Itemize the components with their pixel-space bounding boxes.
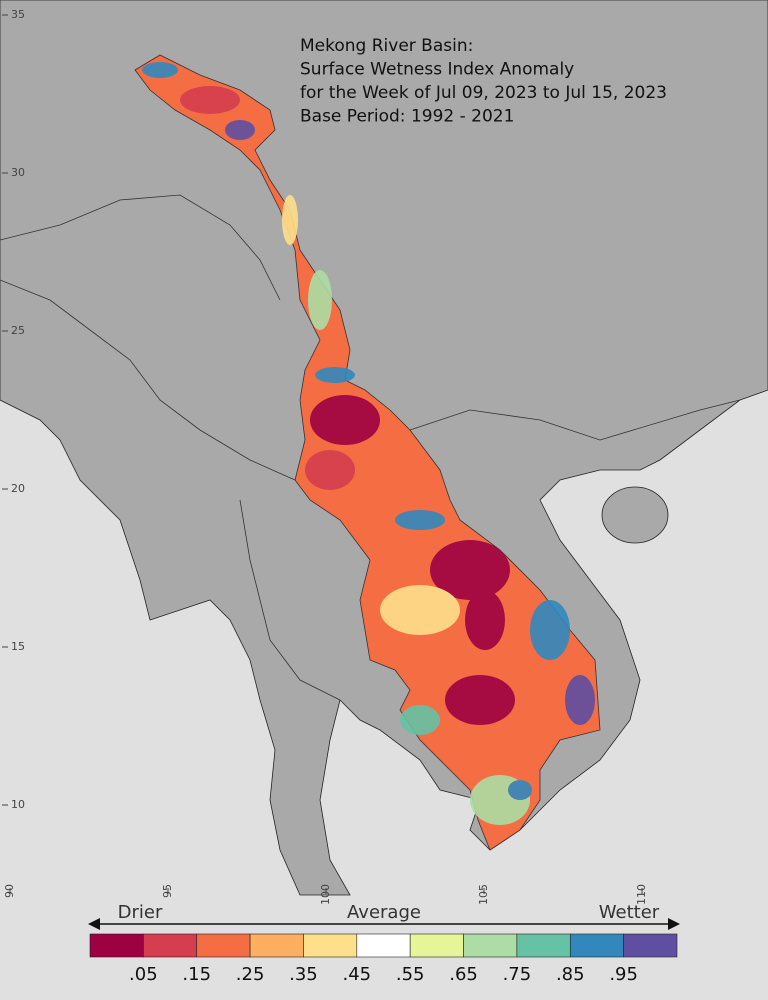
colorbar-label: .45 <box>342 964 371 985</box>
colorbar-label: .65 <box>449 964 478 985</box>
border <box>409 399 741 441</box>
lon-label: 110 <box>635 884 648 905</box>
title-line: Surface Wetness Index Anomaly <box>300 60 574 80</box>
basin <box>134 54 601 851</box>
border <box>0 279 296 481</box>
scale-left: Drier <box>118 902 163 923</box>
scale-right: Wetter <box>599 902 660 923</box>
scale-center: Average <box>347 902 421 923</box>
colorbar-label: .85 <box>556 964 585 985</box>
lon-label: 105 <box>477 884 490 905</box>
title-line: Base Period: 1992 - 2021 <box>300 107 514 127</box>
colorbar-cell <box>409 933 464 958</box>
lat-label: 15 <box>11 640 25 653</box>
colorbar-cell <box>356 933 411 958</box>
lon-label: 100 <box>319 884 332 905</box>
hainan <box>601 486 669 544</box>
colorbar-label: .95 <box>609 964 638 985</box>
border <box>0 194 281 301</box>
basin-patches <box>142 62 595 825</box>
arrow-head <box>668 918 680 930</box>
colorbar-cell <box>249 933 304 958</box>
colorbar-cell <box>569 933 624 958</box>
lat-label: 35 <box>11 8 25 21</box>
colorbar-cell <box>143 933 198 958</box>
colorbar-label: .05 <box>129 964 158 985</box>
colorbar-cell <box>89 933 144 958</box>
colorbar-cell <box>623 933 678 958</box>
colorbar-cell <box>196 933 251 958</box>
lat-label: 10 <box>11 798 25 811</box>
colorbar-label: .35 <box>289 964 318 985</box>
colorbar-cell <box>303 933 358 958</box>
title-line: Mekong River Basin: <box>300 36 473 56</box>
arrow-head <box>88 918 100 930</box>
colorbar-label: .75 <box>503 964 532 985</box>
lat-label: 25 <box>11 324 25 337</box>
title-line: for the Week of Jul 09, 2023 to Jul 15, … <box>300 83 667 103</box>
lat-label: 20 <box>11 482 25 495</box>
lon-label: 95 <box>161 884 174 898</box>
lon-label: 90 <box>3 884 16 898</box>
colorbar-cell <box>516 933 571 958</box>
colorbar-label: .25 <box>236 964 265 985</box>
colorbar-label: .55 <box>396 964 425 985</box>
colorbar-label: .15 <box>182 964 211 985</box>
lat-label: 30 <box>11 166 25 179</box>
colorbar-cell <box>463 933 518 958</box>
border <box>239 499 341 701</box>
